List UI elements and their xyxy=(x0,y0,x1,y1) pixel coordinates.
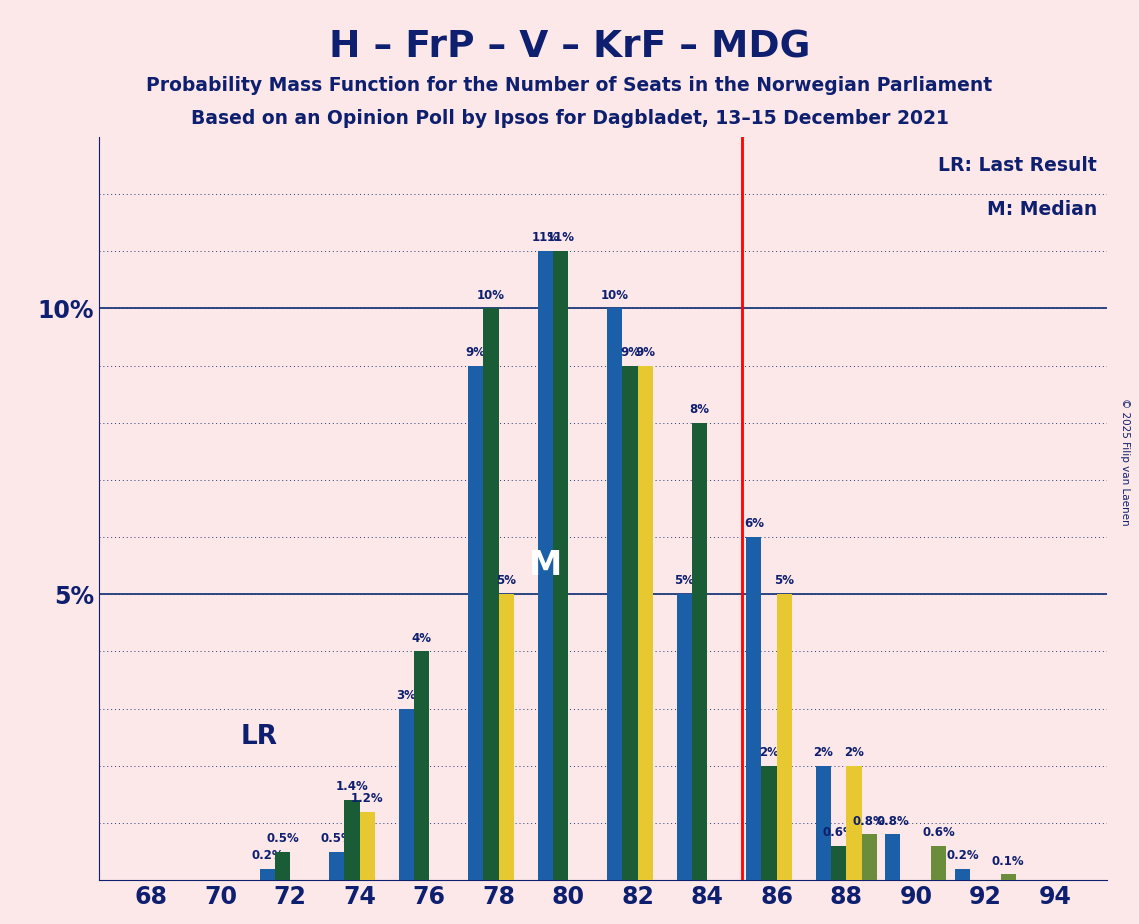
Text: LR: Last Result: LR: Last Result xyxy=(939,155,1097,175)
Text: 5%: 5% xyxy=(497,575,516,588)
Text: 0.1%: 0.1% xyxy=(992,855,1025,868)
Bar xyxy=(260,869,274,881)
Text: M: Median: M: Median xyxy=(986,201,1097,219)
Text: Based on an Opinion Poll by Ipsos for Dagbladet, 13–15 December 2021: Based on an Opinion Poll by Ipsos for Da… xyxy=(190,109,949,128)
Text: 9%: 9% xyxy=(466,346,486,359)
Bar xyxy=(360,811,375,881)
Bar xyxy=(538,251,554,881)
Text: 0.5%: 0.5% xyxy=(267,832,300,845)
Text: 10%: 10% xyxy=(601,288,629,301)
Text: 2%: 2% xyxy=(844,746,863,759)
Bar xyxy=(344,800,360,881)
Text: 3%: 3% xyxy=(396,688,416,701)
Bar xyxy=(831,845,846,881)
Bar xyxy=(677,594,693,881)
Text: © 2025 Filip van Laenen: © 2025 Filip van Laenen xyxy=(1121,398,1130,526)
Bar xyxy=(816,766,831,881)
Text: Probability Mass Function for the Number of Seats in the Norwegian Parliament: Probability Mass Function for the Number… xyxy=(147,76,992,95)
Text: 9%: 9% xyxy=(636,346,655,359)
Bar xyxy=(274,852,290,881)
Bar xyxy=(607,309,623,881)
Bar xyxy=(693,423,707,881)
Bar xyxy=(638,366,653,881)
Bar xyxy=(1000,874,1016,881)
Text: 0.5%: 0.5% xyxy=(320,832,353,845)
Text: 10%: 10% xyxy=(477,288,505,301)
Text: LR: LR xyxy=(240,724,278,750)
Text: 11%: 11% xyxy=(531,231,559,245)
Bar xyxy=(931,845,947,881)
Bar xyxy=(413,651,429,881)
Bar xyxy=(861,834,877,881)
Bar xyxy=(623,366,638,881)
Text: 2%: 2% xyxy=(760,746,779,759)
Text: 0.2%: 0.2% xyxy=(947,849,978,862)
Bar xyxy=(499,594,514,881)
Text: 5%: 5% xyxy=(674,575,695,588)
Text: M: M xyxy=(528,549,562,582)
Text: 0.6%: 0.6% xyxy=(923,826,956,839)
Text: 1.2%: 1.2% xyxy=(351,792,384,805)
Bar xyxy=(777,594,792,881)
Text: 0.6%: 0.6% xyxy=(822,826,855,839)
Bar xyxy=(329,852,344,881)
Text: 0.8%: 0.8% xyxy=(877,815,909,828)
Bar xyxy=(885,834,901,881)
Text: H – FrP – V – KrF – MDG: H – FrP – V – KrF – MDG xyxy=(329,30,810,66)
Bar xyxy=(483,309,499,881)
Bar xyxy=(399,709,413,881)
Bar xyxy=(746,537,762,881)
Bar xyxy=(846,766,861,881)
Text: 11%: 11% xyxy=(547,231,575,245)
Text: 6%: 6% xyxy=(744,517,764,530)
Text: 5%: 5% xyxy=(775,575,794,588)
Text: 0.2%: 0.2% xyxy=(251,849,284,862)
Text: 1.4%: 1.4% xyxy=(336,780,369,793)
Text: 4%: 4% xyxy=(411,632,432,645)
Bar xyxy=(954,869,970,881)
Bar xyxy=(554,251,568,881)
Text: 8%: 8% xyxy=(689,403,710,416)
Text: 0.8%: 0.8% xyxy=(853,815,886,828)
Text: 9%: 9% xyxy=(620,346,640,359)
Text: 2%: 2% xyxy=(813,746,834,759)
Bar xyxy=(468,366,483,881)
Bar xyxy=(762,766,777,881)
